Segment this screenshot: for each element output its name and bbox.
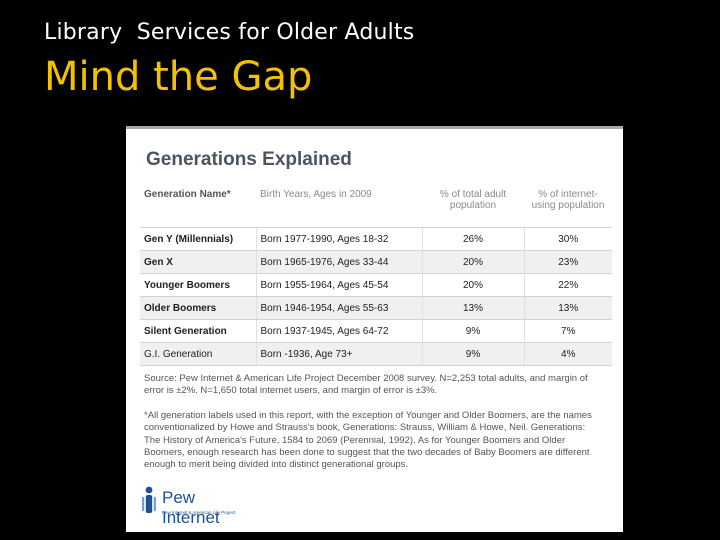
- internet-percent: 30%: [523, 227, 612, 251]
- adult-percent: 13%: [421, 296, 524, 320]
- generation-name: Younger Boomers: [140, 273, 256, 297]
- footnote: *All generation labels used in this repo…: [144, 410, 592, 471]
- generation-name: G.I. Generation: [140, 342, 256, 366]
- adult-percent: 20%: [421, 250, 524, 274]
- internet-percent: 23%: [523, 250, 612, 274]
- birth-years: Born 1965-1976, Ages 33-44: [255, 250, 422, 274]
- pew-logo-icon: [142, 486, 156, 513]
- generation-name: Gen Y (Millennials): [140, 227, 256, 251]
- embedded-slide: Generations Explained Generation Name* B…: [126, 126, 623, 532]
- adult-percent: 9%: [421, 319, 524, 343]
- source-note: Source: Pew Internet & American Life Pro…: [144, 373, 588, 396]
- birth-years: Born 1955-1964, Ages 45-54: [255, 273, 422, 297]
- header-bar: Library Services for Older Adults Mind t…: [0, 0, 720, 112]
- adult-percent: 20%: [421, 273, 524, 297]
- adult-percent: 9%: [421, 342, 524, 366]
- generations-table: Generation Name* Birth Years, Ages in 20…: [140, 189, 612, 366]
- generation-name: Silent Generation: [140, 319, 256, 343]
- birth-years: Born 1937-1945, Ages 64-72: [255, 319, 422, 343]
- table-row: Silent Generation Born 1937-1945, Ages 6…: [140, 319, 612, 343]
- birth-years: Born 1977-1990, Ages 18-32: [255, 227, 422, 251]
- table-row: Gen Y (Millennials) Born 1977-1990, Ages…: [140, 227, 612, 251]
- column-header: Generation Name*: [140, 189, 256, 228]
- pew-internet-logo: Pew Internet Pew Internet & American Lif…: [140, 485, 250, 527]
- slide-subtitle: Library Services for Older Adults: [44, 20, 415, 45]
- table-header-row: Generation Name* Birth Years, Ages in 20…: [140, 189, 612, 228]
- column-header: Birth Years, Ages in 2009: [256, 189, 422, 228]
- generation-name: Older Boomers: [140, 296, 256, 320]
- table-row: Older Boomers Born 1946-1954, Ages 55-63…: [140, 296, 612, 320]
- internet-percent: 22%: [523, 273, 612, 297]
- column-header: % of internet-using population: [524, 189, 612, 228]
- column-header: % of total adult population: [422, 189, 524, 228]
- generation-name: Gen X: [140, 250, 256, 274]
- table-title: Generations Explained: [146, 149, 352, 170]
- birth-years: Born -1936, Age 73+: [255, 342, 422, 366]
- birth-years: Born 1946-1954, Ages 55-63: [255, 296, 422, 320]
- table-row: G.I. Generation Born -1936, Age 73+ 9% 4…: [140, 342, 612, 366]
- table-row: Younger Boomers Born 1955-1964, Ages 45-…: [140, 273, 612, 297]
- adult-percent: 26%: [421, 227, 524, 251]
- internet-percent: 13%: [523, 296, 612, 320]
- internet-percent: 4%: [523, 342, 612, 366]
- table-row: Gen X Born 1965-1976, Ages 33-44 20% 23%: [140, 250, 612, 274]
- logo-tagline: Pew Internet & American Life Project: [162, 510, 236, 515]
- slide-title: Mind the Gap: [44, 54, 313, 100]
- logo-text: Pew Internet: [162, 488, 220, 527]
- internet-percent: 7%: [523, 319, 612, 343]
